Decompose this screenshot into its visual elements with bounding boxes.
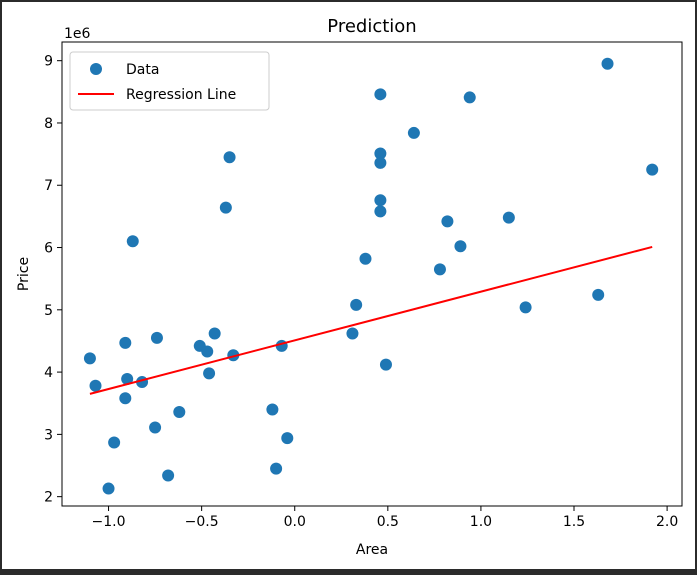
x-tick-label: 0.0 (284, 514, 306, 530)
data-point (266, 403, 279, 416)
legend-data-marker (90, 63, 102, 75)
regression-line (89, 245, 653, 395)
chart-title: Prediction (327, 16, 416, 37)
data-point (119, 392, 132, 405)
data-point (441, 215, 454, 228)
data-point (646, 163, 659, 176)
data-point (223, 151, 236, 164)
data-point (350, 298, 363, 311)
y-tick-label: 2 (44, 490, 53, 506)
data-point (519, 301, 532, 314)
data-point (227, 349, 240, 362)
legend-box (69, 51, 270, 111)
data-point (359, 252, 372, 265)
data-point (126, 235, 139, 248)
legend-regression-label: Regression Line (126, 87, 236, 103)
data-point (379, 358, 392, 371)
y-tick-label: 7 (44, 178, 53, 194)
x-tick-label: 1.0 (470, 514, 492, 530)
y-tick-label: 5 (44, 303, 53, 319)
data-point (374, 156, 387, 169)
legend-data-label: Data (126, 62, 159, 78)
data-point (454, 240, 467, 253)
x-tick-label: 1.5 (563, 514, 585, 530)
y-tick-label: 9 (44, 54, 53, 70)
data-point (89, 379, 102, 392)
data-point (374, 88, 387, 101)
data-point (281, 432, 294, 445)
y-tick-label: 3 (44, 427, 53, 443)
data-point (149, 421, 162, 434)
plot-layer: −1.0 −0.5 0.0 0.5 1.0 1.5 2.0 2 3 4 5 6 7 8 9 (44, 54, 678, 530)
data-point (201, 345, 214, 358)
y-tick-label: 6 (44, 241, 53, 257)
data-point (374, 147, 387, 160)
data-point (162, 469, 175, 482)
y-tick-label: 8 (44, 116, 53, 132)
data-point (102, 482, 115, 495)
data-point (270, 462, 283, 475)
x-tick-label: −1.0 (92, 514, 126, 530)
data-point (374, 194, 387, 207)
x-axis-label: Area (356, 542, 388, 558)
data-point (208, 327, 221, 340)
legend: Data Regression Line (69, 51, 270, 111)
data-point (219, 201, 232, 214)
data-point (346, 327, 359, 340)
y-tick-label: 4 (44, 365, 53, 381)
x-tick-label: 2.0 (656, 514, 678, 530)
data-point (374, 205, 387, 218)
data-point (592, 288, 605, 301)
data-point (83, 352, 96, 365)
data-point (433, 263, 446, 276)
data-point (108, 436, 121, 449)
data-point (121, 372, 134, 385)
axes-frame (61, 41, 683, 507)
data-point (150, 331, 163, 344)
data-point (119, 336, 132, 349)
y-offset-label: 1e6 (64, 26, 91, 42)
x-tick-label: 0.5 (377, 514, 399, 530)
x-tick-label: −0.5 (185, 514, 219, 530)
y-axis-label: Price (16, 257, 32, 291)
data-point (502, 211, 515, 224)
data-point (203, 367, 216, 380)
data-point (407, 126, 420, 139)
data-point (601, 57, 614, 70)
data-point (463, 91, 476, 104)
data-point (173, 405, 186, 418)
